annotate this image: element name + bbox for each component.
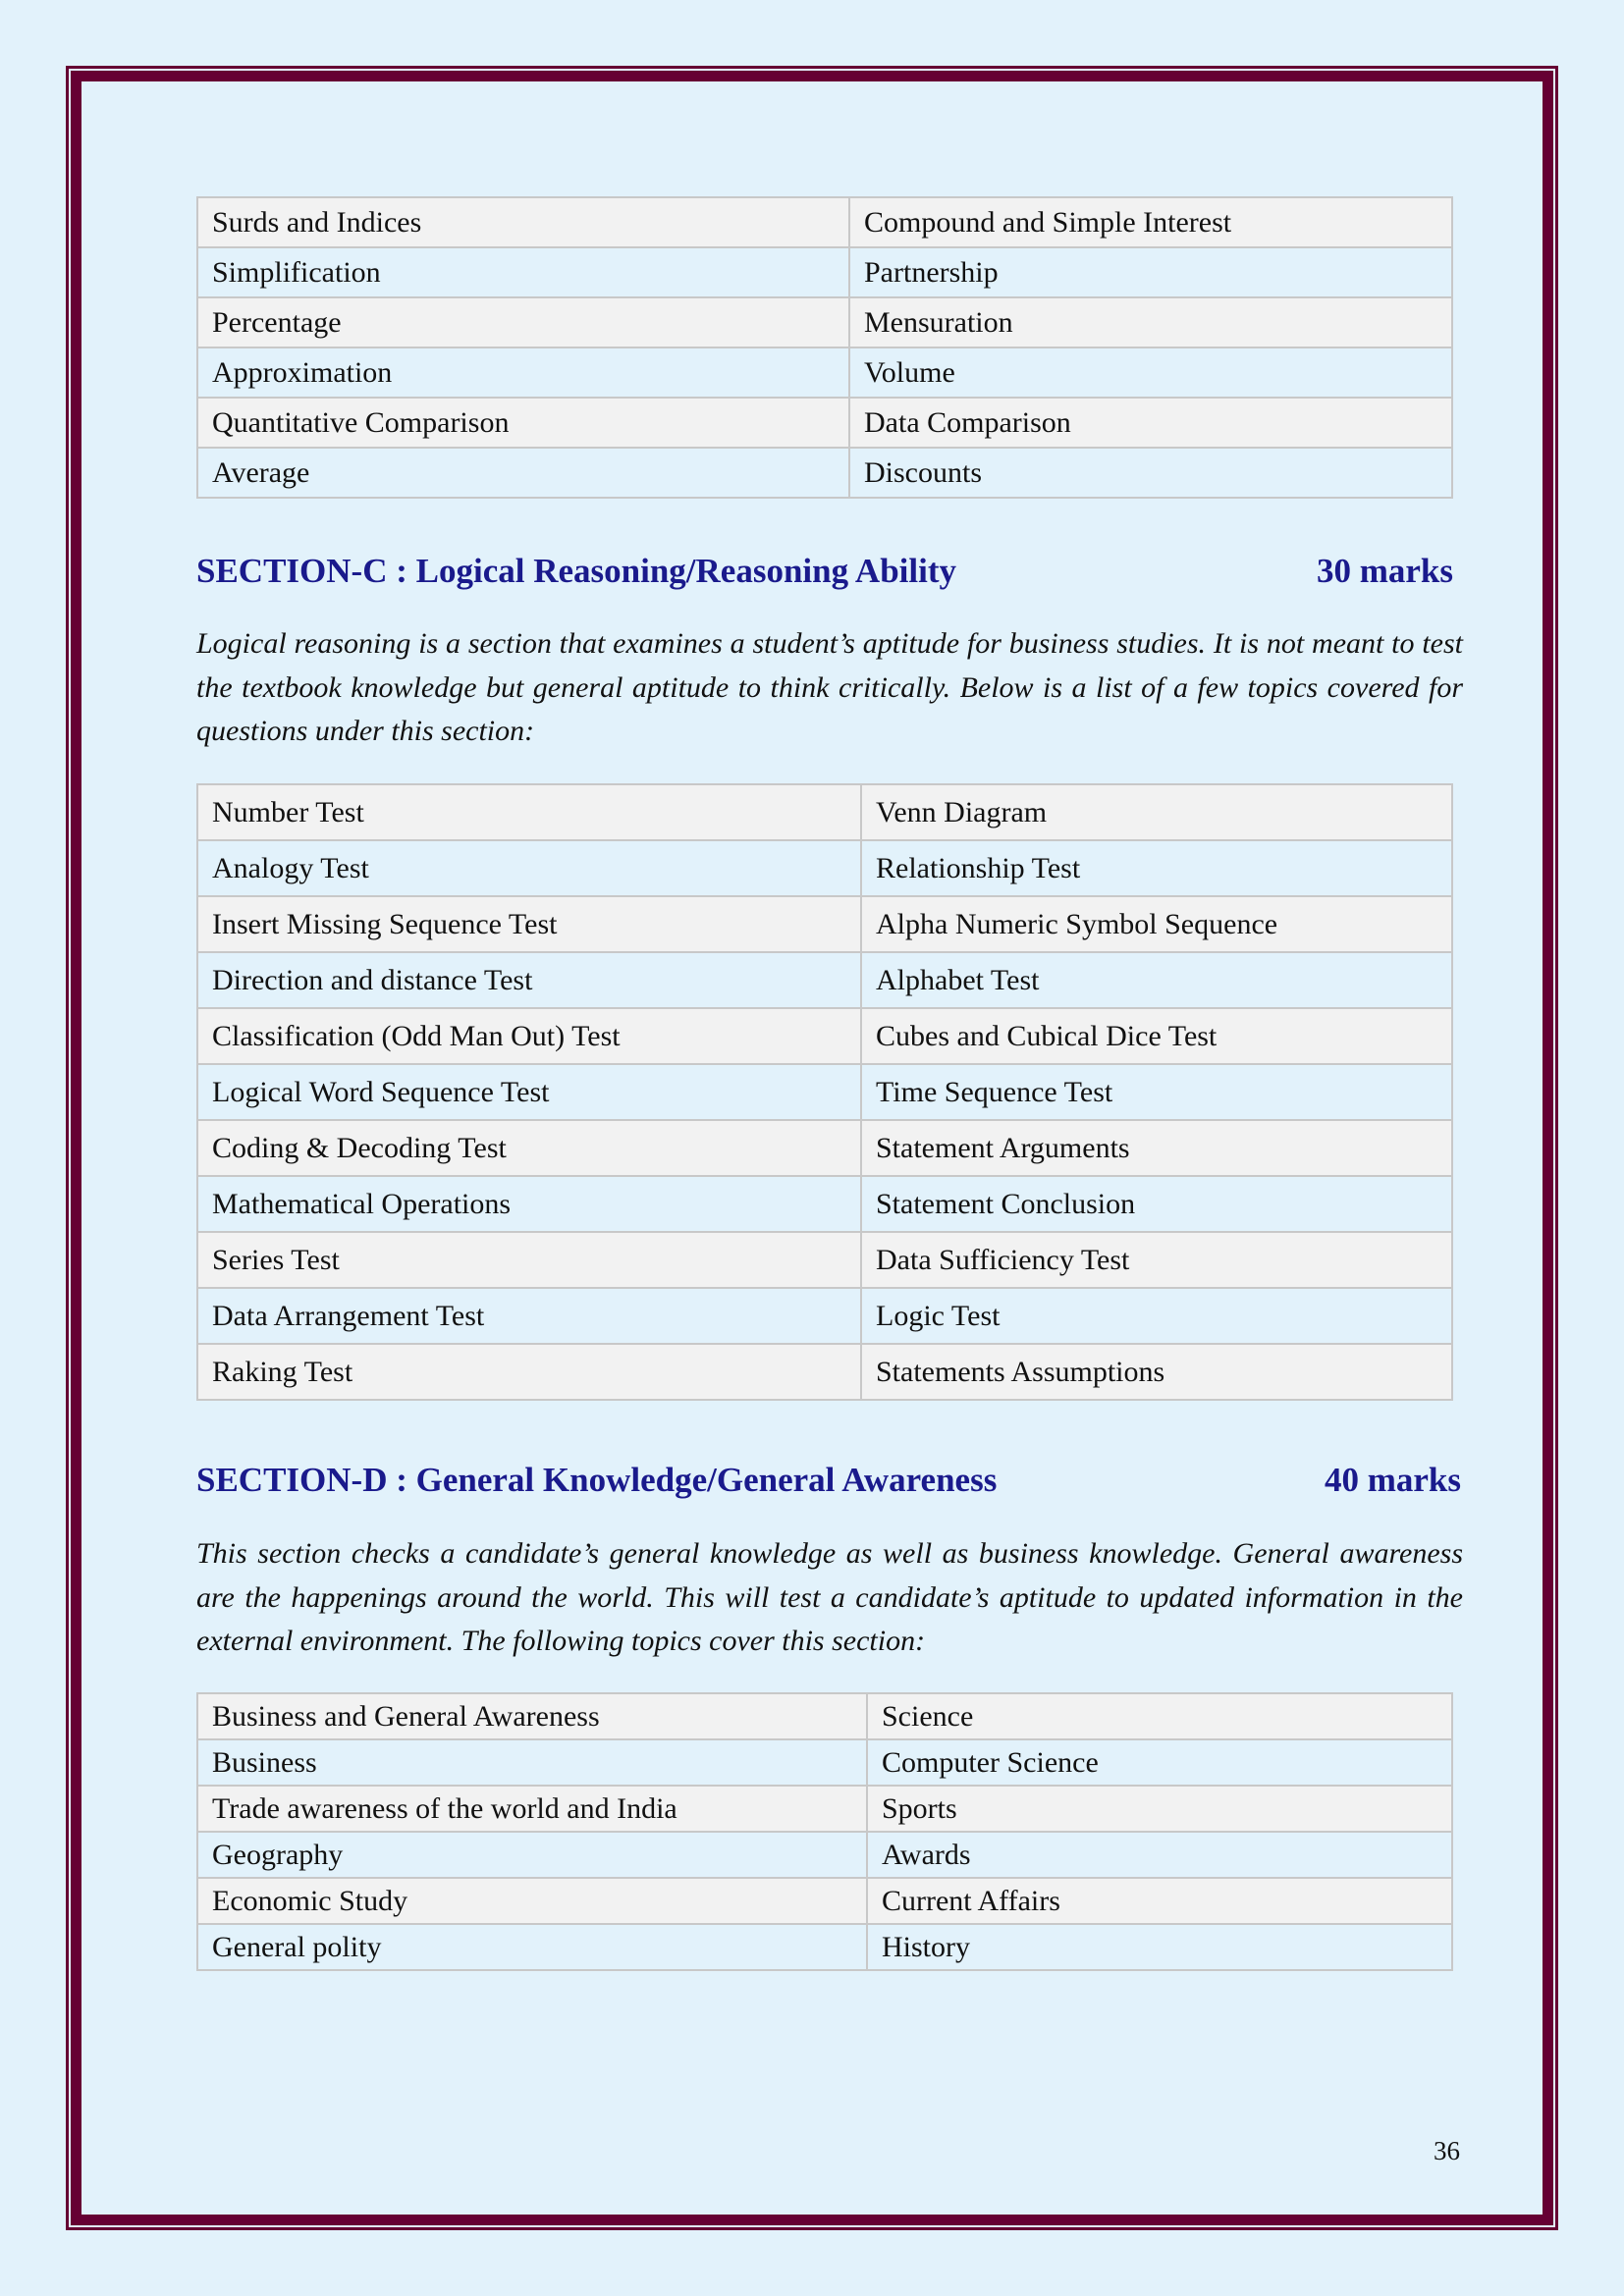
table-row: Classification (Odd Man Out) Test Cubes a… bbox=[196, 1007, 1453, 1065]
table-row: Analogy Test Relationship Test bbox=[196, 839, 1453, 897]
page-border-inner bbox=[71, 71, 1553, 2225]
quantitative-topics-table: Surds and Indices Compound and Simple Int… bbox=[196, 196, 1453, 499]
table-cell: Classification (Odd Man Out) Test bbox=[196, 1007, 862, 1065]
table-row: Simplification Partnership bbox=[196, 246, 1453, 298]
table-cell: Business and General Awareness bbox=[196, 1692, 868, 1740]
table-cell: Business bbox=[196, 1738, 868, 1787]
table-cell: Venn Diagram bbox=[860, 783, 1453, 841]
table-cell: Statement Arguments bbox=[860, 1119, 1453, 1177]
table-cell: Discounts bbox=[848, 447, 1453, 499]
table-cell: Data Comparison bbox=[848, 397, 1453, 449]
table-cell: Raking Test bbox=[196, 1343, 862, 1401]
table-cell: Simplification bbox=[196, 246, 850, 298]
table-cell: Awards bbox=[866, 1831, 1453, 1879]
section-c-marks: 30 marks bbox=[1316, 552, 1453, 590]
table-cell: Mensuration bbox=[848, 296, 1453, 348]
section-d-description: This section checks a candidate’s genera… bbox=[196, 1537, 1463, 1657]
table-cell: Economic Study bbox=[196, 1877, 868, 1925]
table-row: Business Computer Science bbox=[196, 1738, 1453, 1787]
table-cell: Quantitative Comparison bbox=[196, 397, 850, 449]
section-c-topics-table: Number Test Venn Diagram Analogy Test Relat… bbox=[196, 783, 1453, 1401]
table-cell: Mathematical Operations bbox=[196, 1175, 862, 1233]
table-cell: Computer Science bbox=[866, 1738, 1453, 1787]
table-cell: Geography bbox=[196, 1831, 868, 1879]
table-cell: Data Arrangement Test bbox=[196, 1287, 862, 1345]
table-cell: Percentage bbox=[196, 296, 850, 348]
table-cell: Surds and Indices bbox=[196, 196, 850, 248]
table-cell: Alpha Numeric Symbol Sequence bbox=[860, 895, 1453, 953]
table-cell: General polity bbox=[196, 1923, 868, 1971]
table-cell: Statements Assumptions bbox=[860, 1343, 1453, 1401]
table-cell: Approximation bbox=[196, 347, 850, 399]
table-cell: Statement Conclusion bbox=[860, 1175, 1453, 1233]
table-cell: Sports bbox=[866, 1785, 1453, 1833]
section-d-marks: 40 marks bbox=[1324, 1461, 1461, 1499]
table-cell: Coding & Decoding Test bbox=[196, 1119, 862, 1177]
table-cell: Average bbox=[196, 447, 850, 499]
table-row: Direction and distance Test Alphabet Test bbox=[196, 951, 1453, 1009]
table-row: Number Test Venn Diagram bbox=[196, 783, 1453, 841]
table-row: Trade awareness of the world and India Sp… bbox=[196, 1785, 1453, 1833]
table-cell: Direction and distance Test bbox=[196, 951, 862, 1009]
table-row: Economic Study Current Affairs bbox=[196, 1877, 1453, 1925]
table-row: Quantitative Comparison Data Comparison bbox=[196, 397, 1453, 449]
table-row: Surds and Indices Compound and Simple Int… bbox=[196, 196, 1453, 248]
table-row: Business and General Awareness Science bbox=[196, 1692, 1453, 1740]
section-d-heading: SECTION-D : General Knowledge/General Aw… bbox=[196, 1461, 1461, 1500]
table-cell: History bbox=[866, 1923, 1453, 1971]
table-cell: Logical Word Sequence Test bbox=[196, 1063, 862, 1121]
section-c-description: Logical reasoning is a section that exam… bbox=[196, 627, 1463, 747]
table-cell: Insert Missing Sequence Test bbox=[196, 895, 862, 953]
table-row: Percentage Mensuration bbox=[196, 296, 1453, 348]
table-cell: Number Test bbox=[196, 783, 862, 841]
table-cell: Series Test bbox=[196, 1231, 862, 1289]
section-c-heading: SECTION-C : Logical Reasoning/Reasoning … bbox=[196, 552, 1453, 591]
page-number: 36 bbox=[1434, 2136, 1460, 2165]
table-cell: Alphabet Test bbox=[860, 951, 1453, 1009]
table-cell: Partnership bbox=[848, 246, 1453, 298]
page-border-outer bbox=[66, 66, 1558, 2230]
table-row: General polity History bbox=[196, 1923, 1453, 1971]
section-c-title: SECTION-C : Logical Reasoning/Reasoning … bbox=[196, 552, 956, 590]
table-cell: Trade awareness of the world and India bbox=[196, 1785, 868, 1833]
table-row: Insert Missing Sequence Test Alpha Numeri… bbox=[196, 895, 1453, 953]
table-row: Mathematical Operations Statement Conclus… bbox=[196, 1175, 1453, 1233]
table-cell: Data Sufficiency Test bbox=[860, 1231, 1453, 1289]
table-cell: Relationship Test bbox=[860, 839, 1453, 897]
section-d-topics-table: Business and General Awareness Science Bus… bbox=[196, 1692, 1453, 1971]
table-cell: Cubes and Cubical Dice Test bbox=[860, 1007, 1453, 1065]
table-cell: Current Affairs bbox=[866, 1877, 1453, 1925]
table-row: Coding & Decoding Test Statement Argument… bbox=[196, 1119, 1453, 1177]
table-cell: Logic Test bbox=[860, 1287, 1453, 1345]
table-row: Logical Word Sequence Test Time Sequence … bbox=[196, 1063, 1453, 1121]
table-row: Approximation Volume bbox=[196, 347, 1453, 399]
table-row: Data Arrangement Test Logic Test bbox=[196, 1287, 1453, 1345]
table-cell: Analogy Test bbox=[196, 839, 862, 897]
table-cell: Compound and Simple Interest bbox=[848, 196, 1453, 248]
section-d-title: SECTION-D : General Knowledge/General Aw… bbox=[196, 1461, 998, 1499]
table-cell: Time Sequence Test bbox=[860, 1063, 1453, 1121]
table-cell: Science bbox=[866, 1692, 1453, 1740]
table-row: Geography Awards bbox=[196, 1831, 1453, 1879]
table-row: Series Test Data Sufficiency Test bbox=[196, 1231, 1453, 1289]
table-cell: Volume bbox=[848, 347, 1453, 399]
table-row: Average Discounts bbox=[196, 447, 1453, 499]
table-row: Raking Test Statements Assumptions bbox=[196, 1343, 1453, 1401]
